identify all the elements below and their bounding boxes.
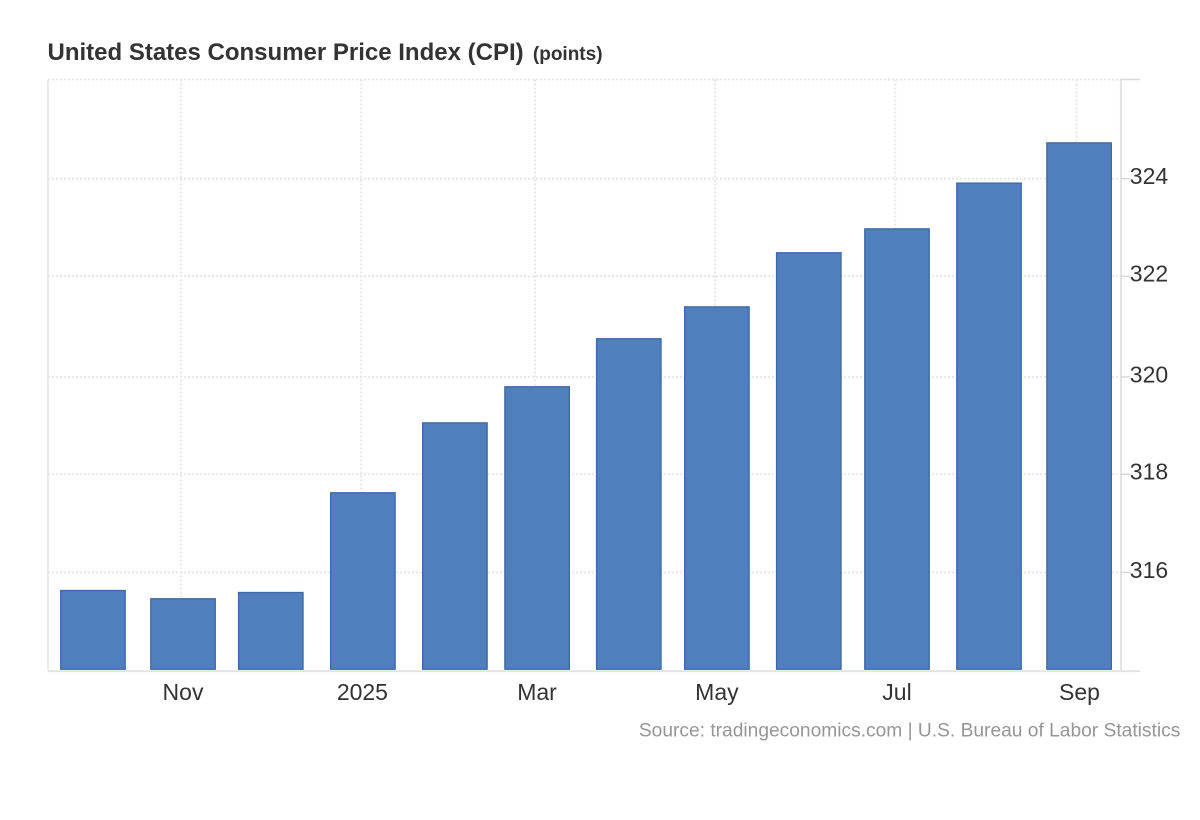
svg-text:Source: tradingeconomics.com |: Source: tradingeconomics.com | U.S. Bure… — [639, 720, 1180, 741]
svg-text:United States Consumer Price I: United States Consumer Price Index (CPI)… — [48, 39, 603, 66]
svg-text:318: 318 — [1130, 459, 1168, 485]
svg-text:320: 320 — [1130, 361, 1168, 387]
svg-text:324: 324 — [1130, 163, 1169, 189]
svg-text:322: 322 — [1130, 261, 1168, 287]
svg-text:2025: 2025 — [337, 679, 388, 705]
svg-text:Mar: Mar — [517, 679, 557, 705]
svg-text:Sep: Sep — [1059, 679, 1100, 705]
svg-text:Nov: Nov — [163, 679, 204, 705]
svg-text:May: May — [695, 679, 739, 705]
svg-text:Jul: Jul — [882, 679, 911, 705]
svg-text:316: 316 — [1130, 557, 1168, 583]
